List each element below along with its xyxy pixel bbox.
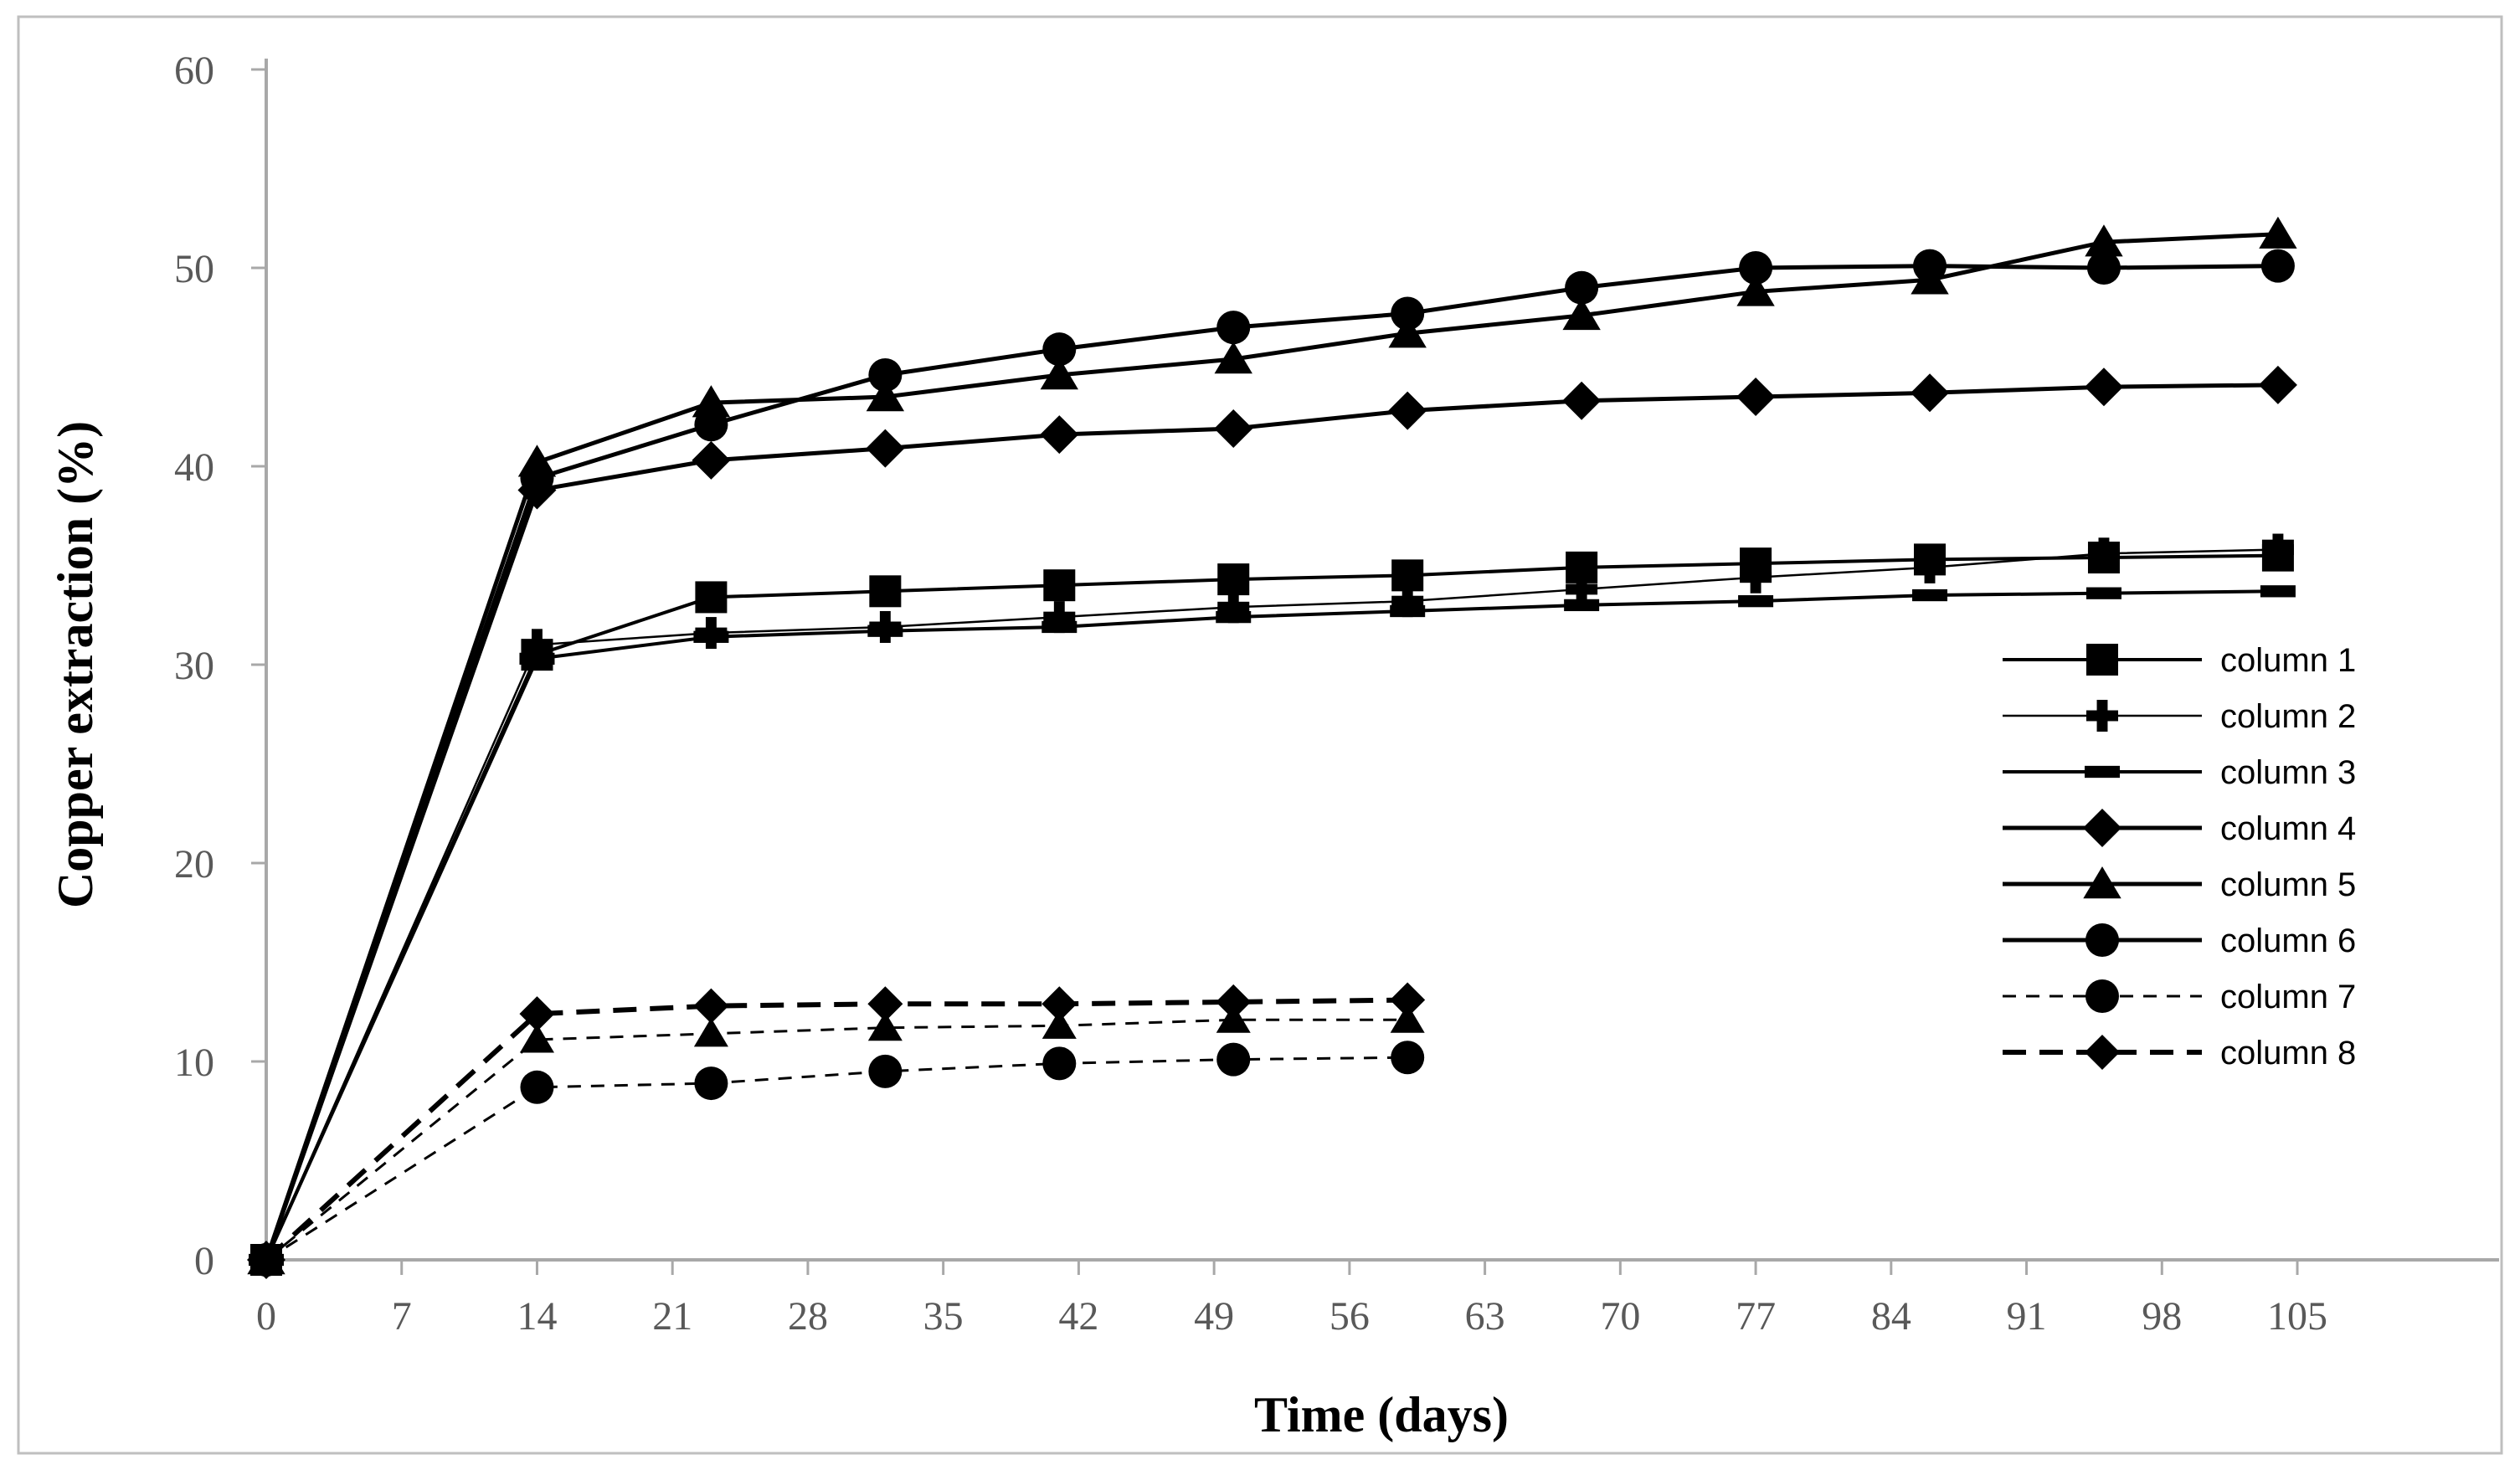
x-tick-label: 56: [1329, 1294, 1370, 1339]
x-tick-label: 14: [517, 1294, 557, 1339]
x-tick-label: 70: [1600, 1294, 1640, 1339]
y-tick-label: 20: [174, 842, 214, 887]
y-tick-label: 30: [174, 644, 214, 688]
legend-label: column 2: [2220, 698, 2356, 735]
x-tick-label: 21: [652, 1294, 692, 1339]
x-tick-label: 105: [2267, 1294, 2327, 1339]
legend-label: column 1: [2220, 642, 2356, 679]
x-tick-label: 49: [1194, 1294, 1234, 1339]
series-column-8: [249, 982, 1426, 1277]
series-line: [265, 548, 2278, 1261]
legend-item-column-2: column 2: [2003, 698, 2356, 735]
series-column-7: [249, 1041, 1425, 1277]
x-tick-label: 42: [1058, 1294, 1098, 1339]
legend-item-column-1: column 1: [2003, 642, 2356, 679]
series-unlabeled-dashed-series: [249, 1004, 1425, 1273]
legend-item-column-8: column 8: [2003, 1035, 2356, 1072]
series-line: [264, 232, 2279, 1261]
y-axis-title: Copper extraction (%): [48, 421, 103, 908]
series-column-4: [247, 365, 2297, 1279]
legend-item-column-5: column 5: [2003, 866, 2356, 903]
series-column-1: [250, 539, 2294, 1276]
x-tick-label: 77: [1736, 1294, 1776, 1339]
chart-border: [17, 15, 2503, 1455]
series-line: [265, 589, 2278, 1261]
y-tick-label: 0: [194, 1239, 214, 1283]
series-line: [264, 997, 1408, 1262]
x-tick-label: 0: [256, 1294, 276, 1339]
series-column-3: [249, 585, 2296, 1267]
x-tick-label: 84: [1871, 1294, 1911, 1339]
series-line: [264, 264, 2278, 1261]
x-tick-label: 28: [788, 1294, 828, 1339]
legend-label: column 3: [2220, 754, 2356, 791]
y-tick-label: 40: [174, 445, 214, 490]
legend-item-column-6: column 6: [2003, 923, 2356, 959]
legend-item-column-7: column 7: [2003, 979, 2356, 1015]
series-plot-area: [247, 216, 2297, 1279]
x-tick-label: 7: [392, 1294, 412, 1339]
y-tick-label: 60: [174, 49, 214, 93]
y-tick-label: 10: [174, 1041, 214, 1085]
series-line: [265, 1056, 1408, 1262]
legend-label: column 6: [2220, 923, 2356, 959]
axes: 0 10 20 30 40 50 60 0 7 14 21 28 35 42 49 56 63 70 77 84 91 9…: [174, 49, 2499, 1339]
y-tick-label: 50: [174, 247, 214, 291]
x-tick-label: 91: [2007, 1294, 2047, 1339]
x-tick-label: 35: [923, 1294, 964, 1339]
series-column-2: [250, 533, 2294, 1276]
legend-label: column 8: [2220, 1035, 2356, 1072]
legend-label: column 4: [2220, 810, 2356, 847]
x-tick-label: 98: [2142, 1294, 2182, 1339]
series-line: [265, 553, 2278, 1261]
legend-label: column 7: [2220, 979, 2356, 1015]
legend-label: column 5: [2220, 866, 2356, 903]
series-line: [264, 383, 2278, 1261]
x-axis-title: Time (days): [1254, 1387, 1509, 1442]
series-column-6: [249, 249, 2295, 1277]
series-column-5: [247, 216, 2297, 1275]
legend-item-column-3: column 3: [2003, 754, 2356, 791]
legend-item-column-4: column 4: [2003, 809, 2356, 847]
x-tick-label: 63: [1465, 1294, 1505, 1339]
legend: column 1 column 2 column 3 column 4 column 5…: [2003, 642, 2356, 1072]
